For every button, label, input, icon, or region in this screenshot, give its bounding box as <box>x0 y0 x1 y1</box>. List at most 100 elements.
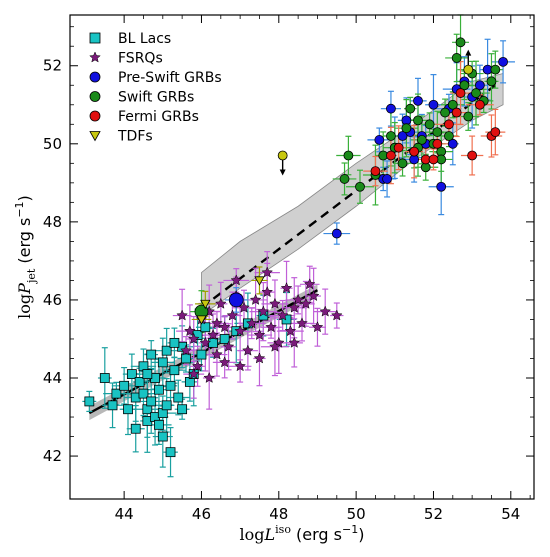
y-axis-label: logPjet (erg s−1) <box>13 195 38 319</box>
fsrqs-point <box>214 297 227 309</box>
y-tick-label: 48 <box>43 213 62 231</box>
fsrqs-point <box>319 305 332 317</box>
legend-item-tdfs: TDFs <box>89 129 153 145</box>
fsrqs-point <box>265 321 277 333</box>
fsrqs-point <box>222 340 235 352</box>
fermi-grbs-point <box>474 99 485 110</box>
pre-swift-grbs-point <box>374 135 385 145</box>
fsrqs-point <box>218 321 231 333</box>
pre-swift-grbs-point <box>331 228 342 239</box>
bl-lacs-point <box>146 396 157 407</box>
swift-grbs-point <box>355 181 365 192</box>
pre-swift-grbs-point <box>413 95 423 106</box>
fsrqs-point <box>207 328 219 341</box>
fermi-grbs-point <box>455 88 466 98</box>
bl-lacs-point <box>99 373 110 383</box>
bl-lacs-point <box>200 322 211 333</box>
fsrqs-point <box>261 285 274 298</box>
legend-marker-swift-grbs <box>89 91 101 102</box>
fsrqs-point <box>330 309 343 321</box>
bl-lacs-point <box>142 369 153 379</box>
bl-lacs-point <box>165 380 176 391</box>
fsrqs-point <box>191 360 204 372</box>
fsrqs-point <box>288 336 301 348</box>
bl-lacs-point <box>84 396 95 407</box>
pre-swift-grbs-point <box>386 103 396 114</box>
legend-item-fermi-grbs: Fermi GRBs <box>89 109 199 125</box>
fsrqs-point <box>269 340 281 352</box>
x-tick-label: 46 <box>192 505 211 523</box>
legend-label: FSRQs <box>118 51 163 67</box>
x-tick-label: 50 <box>347 505 366 523</box>
fsrqs-point <box>242 344 254 356</box>
swift-grbs-point <box>440 107 450 118</box>
fsrqs-point <box>284 325 297 337</box>
y-tick-label: 44 <box>43 369 62 387</box>
pre-swift-grbs-point <box>474 80 485 91</box>
plot-frame <box>69 14 535 500</box>
x-axis-label: logLiso (erg s−1) <box>240 523 365 544</box>
bl-lacs-point <box>219 334 230 344</box>
swift-grbs-point <box>413 115 423 126</box>
swift-grbs-point <box>471 88 481 98</box>
fsrqs-point <box>261 266 274 278</box>
bl-lacs-point <box>177 404 188 415</box>
fsrqs-point <box>288 301 301 313</box>
fsrqs-point <box>253 328 266 341</box>
swift-grbs-point <box>490 64 501 75</box>
y-tick-label: 50 <box>43 135 62 153</box>
legend-item-bl-lacs: BL Lacs <box>89 31 171 47</box>
tdfs-limit-point <box>463 64 474 75</box>
legend-marker-pre-swift-grbs <box>89 71 101 83</box>
bl-lacs-point <box>130 423 141 434</box>
legend-item-pre-swift-grbs: Pre-Swift GRBs <box>89 70 222 86</box>
fermi-grbs-point <box>409 146 420 157</box>
bl-lacs-point <box>196 349 207 360</box>
fsrqs-point <box>226 309 239 321</box>
swift-grbs-point <box>444 131 454 141</box>
fsrqs-point <box>176 309 188 321</box>
legend-label: Pre-Swift GRBs <box>118 70 222 86</box>
bl-lacs-point <box>161 345 172 356</box>
y-tick-label: 42 <box>43 447 62 465</box>
x-tick-label: 54 <box>501 505 520 523</box>
swift-grbs-point <box>451 53 462 63</box>
fsrqs-point <box>218 356 231 368</box>
y-tick-label: 46 <box>43 291 62 309</box>
swift-grbs-point <box>447 99 458 110</box>
swift-grbs-point <box>343 150 354 161</box>
fsrqs-point <box>269 297 281 309</box>
swift-grbs-point <box>397 158 408 169</box>
legend-marker-tdfs <box>89 131 101 142</box>
fermi-grbs-point <box>432 138 443 149</box>
fsrqs-point <box>245 317 258 329</box>
tdfs-point <box>254 276 265 286</box>
bl-lacs-point <box>146 349 157 360</box>
fsrqs-point <box>249 293 262 305</box>
fsrqs-point <box>303 278 316 290</box>
bl-lacs-point <box>119 380 130 391</box>
swift-grbs-point <box>416 135 427 145</box>
bl-lacs-point <box>123 404 133 415</box>
legend: BL Lacs FSRQs Pre-Swift GRBs Swift GRBs Ferm… <box>89 31 222 145</box>
fsrqs-point <box>187 332 200 344</box>
swift-grbs-point <box>405 103 416 114</box>
fsrqs-point <box>276 309 289 321</box>
swift-grbs-point <box>459 80 470 91</box>
legend-item-fsrqs: FSRQs <box>89 51 163 67</box>
fsrqs-point <box>211 348 223 360</box>
bl-lacs-point <box>169 337 180 348</box>
pre-swift-grbs-point <box>428 99 439 110</box>
bl-lacs-point <box>134 377 145 387</box>
bl-lacs-point <box>161 400 172 411</box>
bl-lacs-point <box>157 357 168 368</box>
fsrqs-point <box>307 289 320 302</box>
fermi-grbs-point <box>428 154 439 165</box>
bl-lacs-point <box>181 353 191 364</box>
fsrqs-point <box>280 282 293 294</box>
bl-lacs-point <box>165 447 176 458</box>
fsrqs-point <box>199 336 212 348</box>
swift-grbs-point <box>401 123 412 134</box>
limit-arrowhead <box>279 169 286 176</box>
tick-layer <box>70 15 534 499</box>
